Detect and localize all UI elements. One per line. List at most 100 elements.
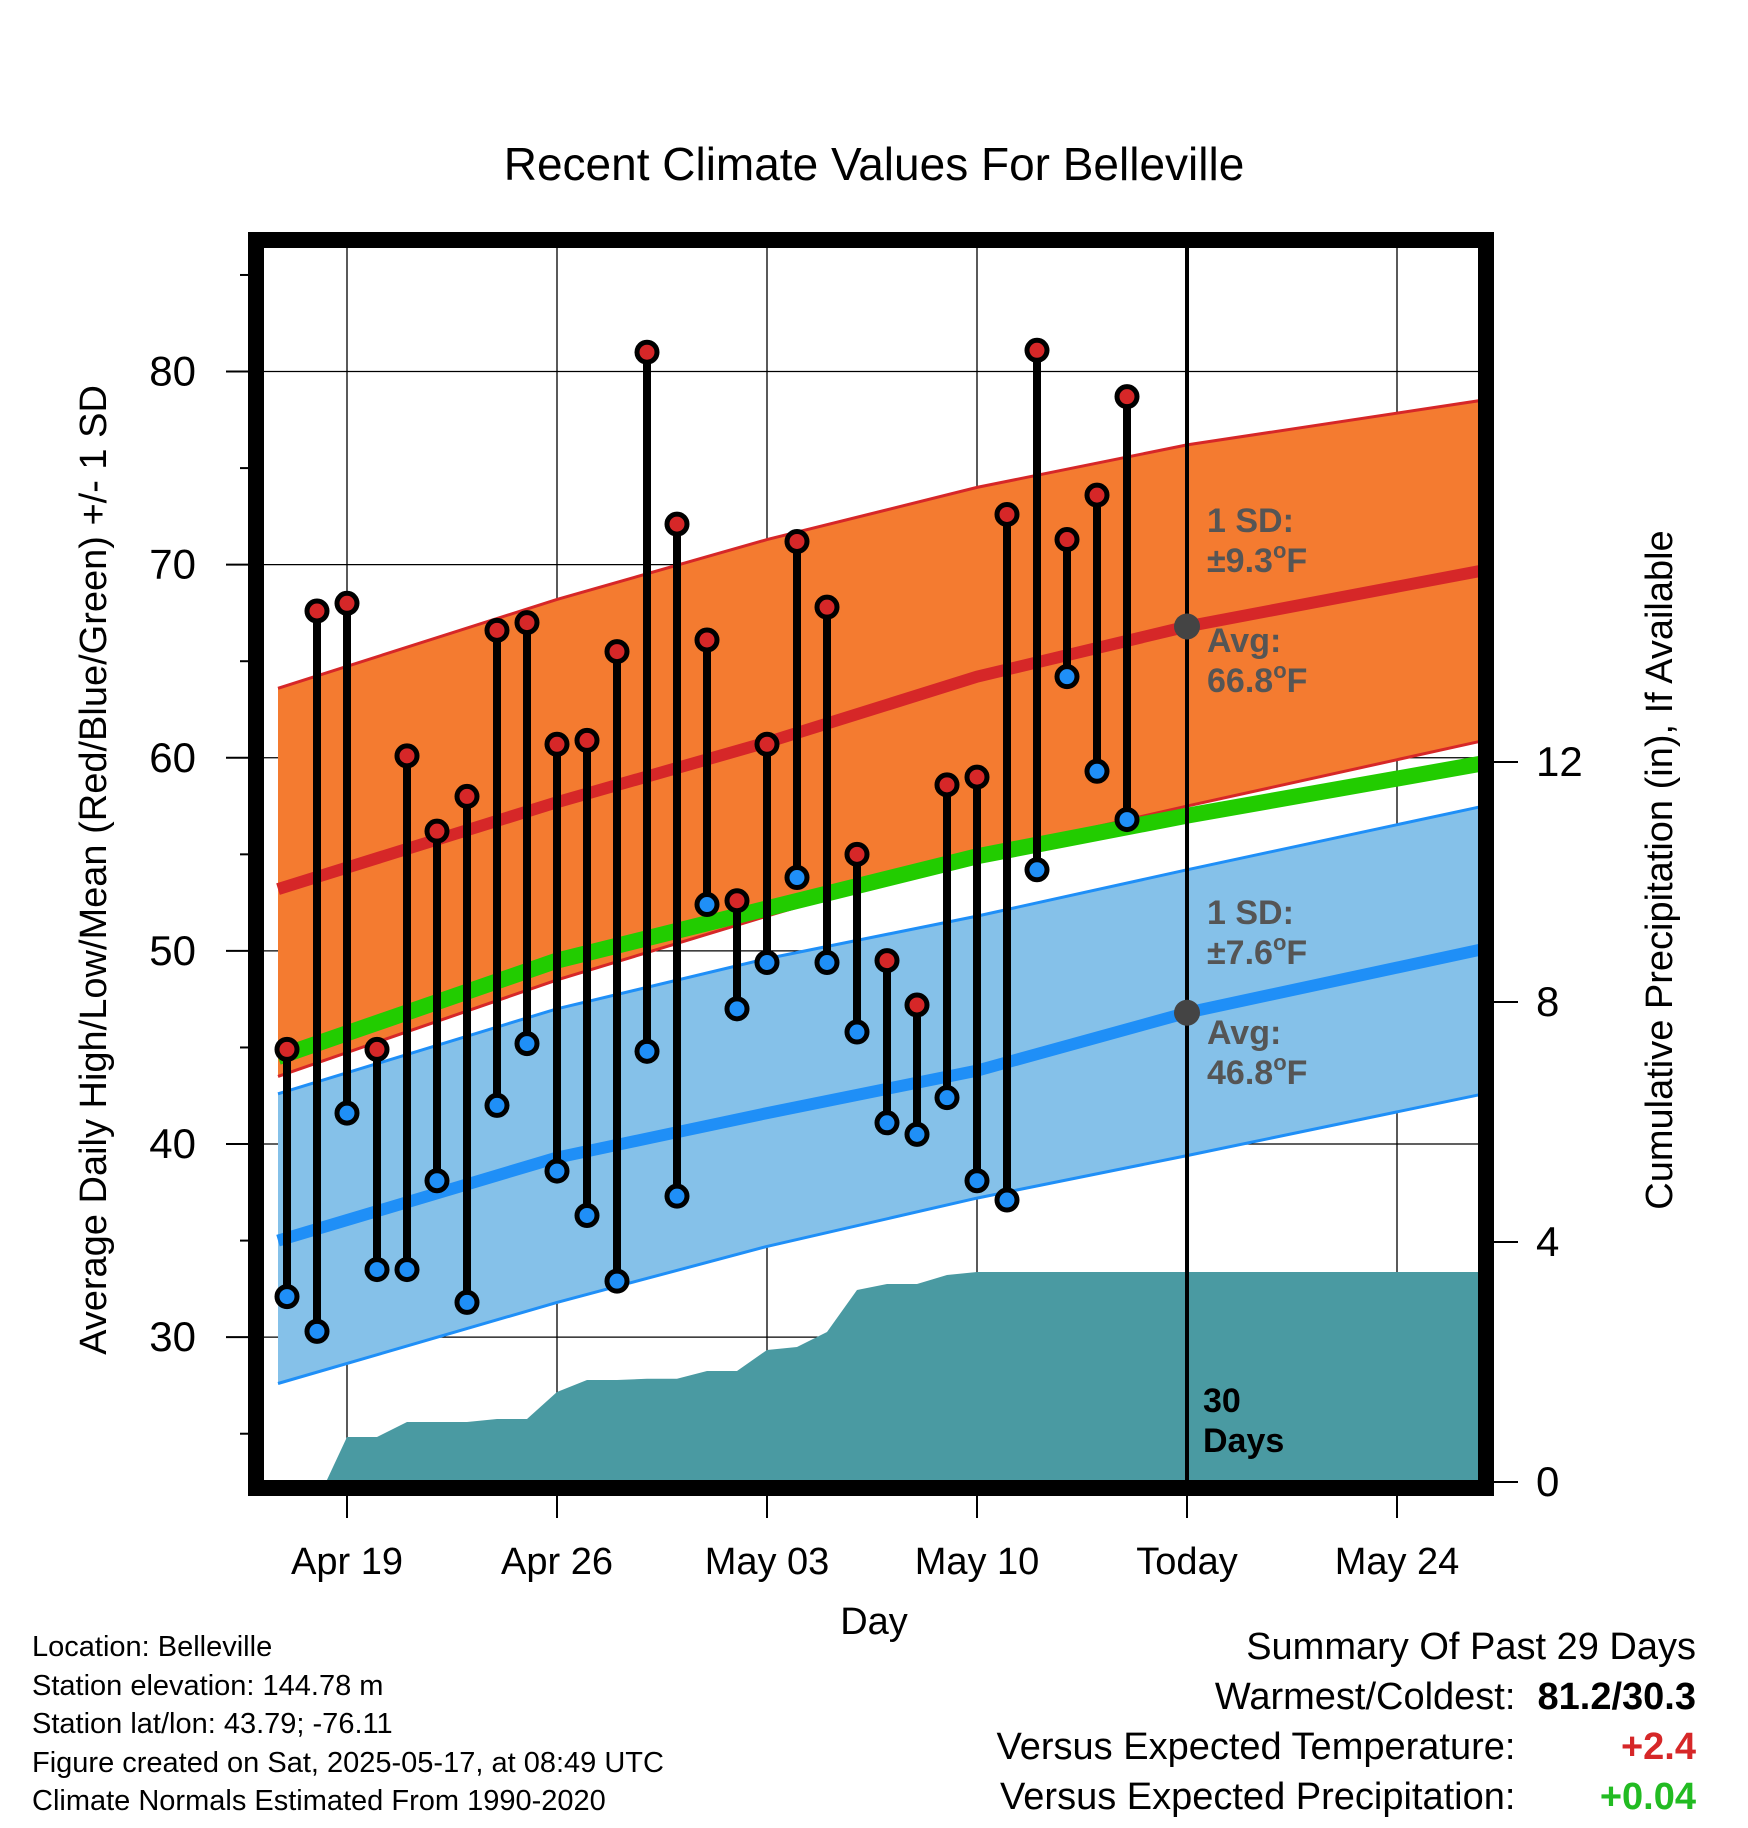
temp-value: +2.4 [1620, 1726, 1696, 1768]
precip-label: Versus Expected Precipitation: [1000, 1776, 1516, 1818]
daily-low-point [364, 1257, 390, 1283]
warmest-label: Warmest/Coldest: [1214, 1676, 1516, 1718]
daily-low-point [904, 1121, 930, 1147]
summary-panel: Summary Of Past 29 Days Warmest/Coldest:… [997, 1622, 1696, 1822]
latlon-text: Station lat/lon: 43.79; -76.11 [32, 1708, 393, 1740]
y-tick-label: 80 [149, 348, 196, 395]
low-sd-upper-edge [277, 805, 1480, 1096]
daily-high-point [904, 992, 930, 1018]
chart-title: Recent Climate Values For Belleville [504, 138, 1245, 190]
days-label-line1: 30 [1203, 1382, 1241, 1420]
daily-high-point [754, 731, 780, 757]
daily-low-point [454, 1289, 480, 1315]
daily-high-point [844, 841, 870, 867]
daily-high-point [934, 772, 960, 798]
summary-title: Summary Of Past 29 Days [1246, 1626, 1696, 1668]
created-text: Figure created on Sat, 2025-05-17, at 08… [32, 1746, 664, 1779]
daily-high-point [574, 727, 600, 753]
low-avg-annotation-line2: 46.8oF [1207, 1050, 1307, 1092]
daily-low-point [604, 1268, 630, 1294]
location-text: Location: Belleville [32, 1631, 273, 1663]
daily-high-point [694, 627, 720, 653]
today-normal-low-marker [1174, 999, 1200, 1026]
daily-low-point [1054, 664, 1080, 690]
daily-high-point [514, 610, 540, 636]
daily-low-point [304, 1318, 330, 1344]
low-sd-annotation-line1: 1 SD: [1207, 894, 1294, 932]
daily-high-point [1114, 384, 1140, 410]
daily-high-point [454, 783, 480, 809]
high-avg-annotation-line1: Avg: [1207, 622, 1281, 660]
daily-high-point [544, 731, 570, 757]
y2-tick-label: 8 [1536, 978, 1559, 1025]
temp-label: Versus Expected Temperature: [996, 1726, 1516, 1768]
daily-high-point [1054, 527, 1080, 553]
daily-low-point [754, 949, 780, 975]
daily-low-point [274, 1284, 300, 1310]
daily-high-point [484, 617, 510, 643]
y-tick-label: 60 [149, 734, 196, 781]
x-tick-label: May 24 [1335, 1541, 1460, 1583]
daily-high-point [994, 501, 1020, 527]
station-info: Location: Belleville Station elevation: … [32, 1628, 664, 1821]
high-sd-annotation-line1: 1 SD: [1207, 502, 1294, 540]
high-sd-annotation-line2: ±9.3oF [1207, 538, 1307, 580]
y-tick-label: 70 [149, 541, 196, 588]
daily-high-point [1024, 337, 1050, 363]
y2-tick-label: 12 [1536, 738, 1583, 785]
daily-low-point [394, 1257, 420, 1283]
high-avg-annotation-line2: 66.8oF [1207, 658, 1307, 700]
daily-high-point [604, 639, 630, 665]
daily-high-point [634, 339, 660, 365]
daily-low-point [1084, 758, 1110, 784]
y-tick-label: 50 [149, 927, 196, 974]
plot-frame [248, 232, 1494, 1496]
daily-low-point [1114, 807, 1140, 833]
normal-high-line [276, 564, 1480, 895]
daily-low-point [664, 1183, 690, 1209]
x-tick-label: Apr 19 [291, 1541, 403, 1583]
daily-low-point [694, 892, 720, 918]
daily-high-point [304, 598, 330, 624]
x-tick-label: May 03 [705, 1541, 830, 1583]
daily-low-point [874, 1110, 900, 1136]
daily-high-point [424, 818, 450, 844]
x-tick-label: Today [1136, 1541, 1237, 1583]
x-tick-label: Apr 26 [501, 1541, 613, 1583]
summary-warmest-row: Warmest/Coldest: 81.2/30.3 [997, 1672, 1696, 1722]
y2-tick-label: 4 [1536, 1218, 1559, 1265]
warmest-value: 81.2/30.3 [1537, 1676, 1696, 1718]
low-avg-annotation-line1: Avg: [1207, 1014, 1281, 1052]
daily-low-point [934, 1085, 960, 1111]
daily-low-point [964, 1168, 990, 1194]
daily-high-point [334, 590, 360, 616]
daily-low-point [1024, 857, 1050, 883]
daily-low-point [334, 1100, 360, 1126]
normal-mean-line [275, 755, 1480, 1065]
y-tick-label: 40 [149, 1120, 196, 1167]
low-sd-lower-edge [277, 1093, 1480, 1385]
daily-high-point [664, 511, 690, 537]
y-tick-label: 30 [149, 1313, 196, 1360]
y-axis-label: Average Daily High/Low/Mean (Red/Blue/Gr… [73, 385, 115, 1355]
daily-low-point [484, 1092, 510, 1118]
today-normal-high-marker [1174, 613, 1200, 640]
daily-high-point [724, 888, 750, 914]
daily-low-point [514, 1031, 540, 1057]
normals-text: Climate Normals Estimated From 1990-2020 [32, 1785, 606, 1817]
days-label-line2: Days [1203, 1422, 1284, 1460]
daily-low-point [544, 1158, 570, 1184]
high-sd-upper-edge [277, 399, 1480, 690]
y2-axis-label: Cumulative Precipitation (in), If Availa… [1639, 530, 1681, 1209]
daily-high-point [784, 528, 810, 554]
daily-low-point [424, 1168, 450, 1194]
normal-low-line [276, 943, 1480, 1247]
daily-low-point [844, 1019, 870, 1045]
daily-low-point [784, 865, 810, 891]
summary-precip-row: Versus Expected Precipitation: +0.04 [997, 1772, 1696, 1822]
precip-area [278, 1272, 1480, 1482]
daily-low-point [634, 1038, 660, 1064]
summary-temp-row: Versus Expected Temperature: +2.4 [997, 1722, 1696, 1772]
daily-high-point [964, 764, 990, 790]
